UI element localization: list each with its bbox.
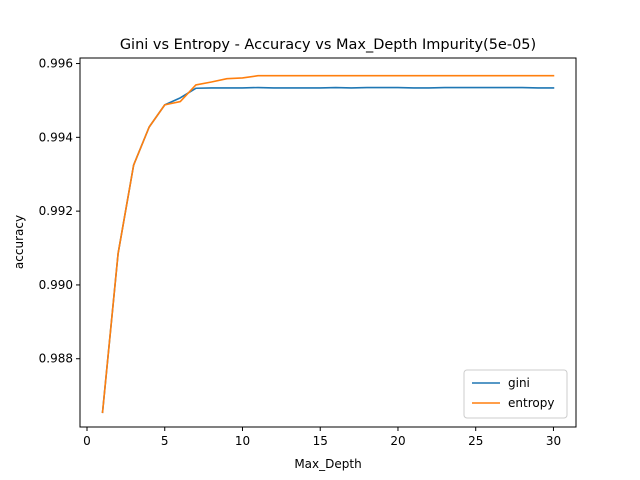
x-tick-label: 25 (468, 434, 483, 448)
x-tick-label: 20 (390, 434, 405, 448)
chart-title: Gini vs Entropy - Accuracy vs Max_Depth … (120, 37, 536, 53)
x-tick-label: 5 (161, 434, 169, 448)
x-axis: 0 5 10 15 20 25 30 (83, 427, 561, 448)
series-line-gini (101, 86, 555, 414)
y-tick-label: 0.996 (39, 57, 73, 71)
x-tick-label: 10 (235, 434, 250, 448)
x-tick-label: 30 (546, 434, 561, 448)
legend-label-entropy: entropy (508, 396, 554, 410)
y-tick-label: 0.988 (39, 352, 73, 366)
legend-label-gini: gini (508, 376, 530, 390)
series-line-entropy (101, 74, 555, 414)
x-axis-label: Max_Depth (294, 457, 361, 471)
y-tick-label: 0.992 (39, 204, 73, 218)
plot-area (79, 57, 577, 428)
y-tick-label: 0.994 (39, 130, 73, 144)
y-axis-label: accuracy (12, 215, 26, 269)
legend: gini entropy (463, 369, 568, 419)
legend-box (463, 369, 568, 419)
y-tick-label: 0.990 (39, 278, 73, 292)
x-tick-label: 0 (83, 434, 91, 448)
x-tick-label: 15 (313, 434, 328, 448)
y-axis: 0.988 0.990 0.992 0.994 0.996 (39, 57, 80, 366)
series-lines (101, 74, 555, 414)
